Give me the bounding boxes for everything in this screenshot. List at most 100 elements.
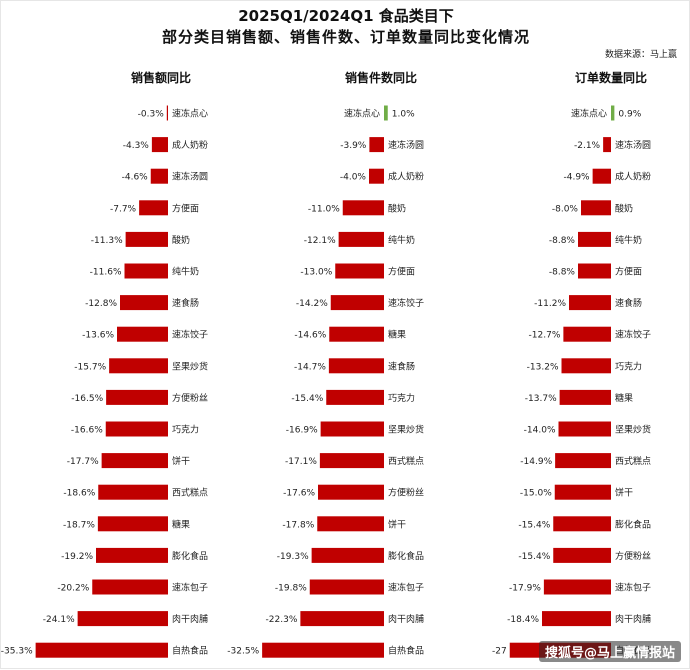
bar xyxy=(98,484,168,500)
category-label: 速冻点心 xyxy=(571,108,607,120)
data-label: -22.3% xyxy=(266,615,298,625)
category-label: 糖果 xyxy=(172,518,190,530)
bar xyxy=(369,137,384,153)
category-label: 速冻汤圆 xyxy=(615,139,651,151)
data-label: -18.7% xyxy=(63,520,95,530)
category-label: 方便面 xyxy=(172,202,199,214)
bar xyxy=(569,295,611,311)
data-label: -4.9% xyxy=(564,173,591,183)
data-label: -18.4% xyxy=(507,615,539,625)
data-label: -19.3% xyxy=(277,552,309,562)
data-label: -15.7% xyxy=(74,362,106,372)
category-label: 方便面 xyxy=(388,266,415,278)
bar xyxy=(578,231,611,247)
bar xyxy=(77,611,168,627)
category-label: 方便粉丝 xyxy=(388,487,424,499)
category-label: 西式糕点 xyxy=(388,455,424,467)
bar xyxy=(309,579,384,595)
data-label: -7.7% xyxy=(110,204,137,214)
bar xyxy=(109,358,168,374)
data-label: -19.8% xyxy=(275,584,307,594)
bar xyxy=(553,516,611,532)
data-label: -11.2% xyxy=(534,299,566,309)
data-label: -16.6% xyxy=(71,426,103,436)
data-source: 数据来源：马上赢 xyxy=(604,50,677,60)
category-label: 成人奶粉 xyxy=(615,171,651,183)
bar xyxy=(555,453,611,469)
bar xyxy=(329,326,384,342)
data-label: -19.2% xyxy=(61,552,93,562)
category-label: 速冻饺子 xyxy=(615,329,651,341)
category-label: 糖果 xyxy=(615,392,633,404)
category-label: 速冻饺子 xyxy=(172,329,208,341)
category-label: 饼干 xyxy=(172,455,190,467)
category-label: 速冻点心 xyxy=(172,108,208,120)
data-label: -15.0% xyxy=(520,489,552,499)
data-label: -18.6% xyxy=(63,489,95,499)
category-label: 肉干肉脯 xyxy=(388,613,424,625)
category-label: 坚果炒货 xyxy=(172,360,208,372)
category-label: 速食肠 xyxy=(615,297,642,309)
category-label: 坚果炒货 xyxy=(388,424,424,436)
category-label: 速冻点心 xyxy=(344,108,380,120)
data-label: -17.9% xyxy=(509,584,541,594)
category-label: 自热食品 xyxy=(388,645,424,657)
data-label: -17.8% xyxy=(282,520,314,530)
bar xyxy=(117,326,168,342)
data-label: -4.6% xyxy=(122,173,149,183)
bar xyxy=(139,200,168,216)
bar xyxy=(330,295,384,311)
bar xyxy=(542,611,611,627)
data-label: -14.0% xyxy=(524,426,556,436)
bar xyxy=(328,358,384,374)
data-label: -11.0% xyxy=(308,204,340,214)
watermark: 搜狐号@马上赢情报站 xyxy=(538,641,681,662)
bar xyxy=(563,326,611,342)
category-label: 肉干肉脯 xyxy=(615,613,651,625)
bar xyxy=(151,137,168,153)
bar xyxy=(320,421,384,437)
data-label: -17.6% xyxy=(283,489,315,499)
category-label: 纯牛奶 xyxy=(615,234,642,246)
data-label: -2.1% xyxy=(574,141,601,151)
chart-title: 2025Q1/2024Q1 食品类目下 xyxy=(238,7,454,25)
data-label: -11.6% xyxy=(90,268,122,278)
category-label: 酸奶 xyxy=(615,202,633,214)
bar xyxy=(96,547,168,563)
bar xyxy=(581,200,611,216)
category-label: 巧克力 xyxy=(172,424,199,436)
bar xyxy=(553,547,611,563)
bar xyxy=(300,611,384,627)
data-label: -15.4% xyxy=(291,394,323,404)
data-label: -24.1% xyxy=(43,615,75,625)
data-label: -3.9% xyxy=(340,141,367,151)
data-label: -12.7% xyxy=(529,331,561,341)
data-label: -17.7% xyxy=(67,457,99,467)
data-label: -8.0% xyxy=(552,204,579,214)
data-label: -13.0% xyxy=(300,268,332,278)
bar xyxy=(92,579,168,595)
data-label: -4.3% xyxy=(123,141,150,151)
category-label: 膨化食品 xyxy=(615,518,651,530)
data-label: -8.8% xyxy=(549,236,576,246)
data-label: -14.7% xyxy=(294,362,326,372)
category-label: 方便粉丝 xyxy=(615,550,651,562)
category-label: 饼干 xyxy=(388,518,406,530)
chart-subtitle: 部分类目销售额、销售件数、订单数量同比变化情况 xyxy=(161,28,530,46)
bar xyxy=(101,453,168,469)
category-label: 纯牛奶 xyxy=(172,266,199,278)
bar xyxy=(558,421,611,437)
category-label: 西式糕点 xyxy=(172,487,208,499)
bar xyxy=(317,516,384,532)
bar xyxy=(262,642,384,658)
data-label: 0.9% xyxy=(618,110,641,120)
bar xyxy=(105,421,168,437)
data-label: -13.6% xyxy=(82,331,114,341)
category-label: 膨化食品 xyxy=(172,550,208,562)
bar xyxy=(97,516,168,532)
bar xyxy=(338,231,384,247)
